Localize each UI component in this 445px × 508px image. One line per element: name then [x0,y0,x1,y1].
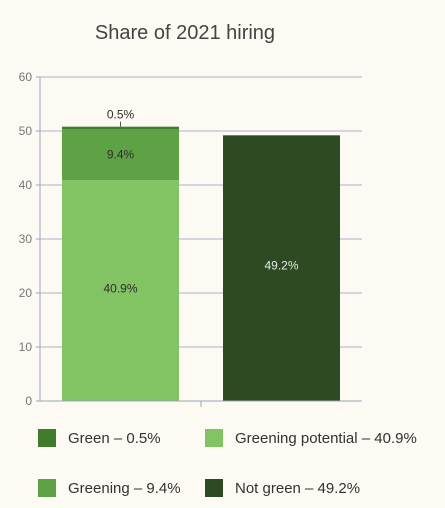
legend-swatch [205,429,223,447]
y-tick-label: 20 [19,286,33,300]
legend-swatch [38,479,56,497]
legend-label: Greening potential – 40.9% [235,430,417,447]
data-labels: 40.9% 9.4% 0.5% 49.2% [103,108,298,296]
legend-label: Not green – 49.2% [235,480,360,497]
bar-segment-not-green [223,135,340,401]
axes: 0 10 20 30 40 50 60 [19,70,362,408]
y-tick-label: 60 [19,70,33,84]
data-label: 49.2% [264,259,298,273]
y-tick-label: 40 [19,178,33,192]
y-tick-label: 30 [19,232,33,246]
chart-title: Share of 2021 hiring [95,22,275,44]
legend-swatch [205,479,223,497]
data-label: 9.4% [107,147,135,161]
legend-label: Green – 0.5% [68,430,161,447]
y-tick-label: 10 [19,340,33,354]
data-label: 0.5% [107,108,135,122]
bar-segment-greening-potential [62,180,179,401]
legend-swatch [38,429,56,447]
y-tick-label: 0 [25,394,32,408]
bar-segment-green [62,126,179,130]
bar-segment-greening [62,129,179,181]
data-label: 40.9% [103,281,137,295]
legend-label: Greening – 9.4% [68,480,181,497]
bars [62,126,340,401]
legend: Green – 0.5% Greening potential – 40.9% Gr… [38,429,417,497]
y-tick-label: 50 [19,124,33,138]
